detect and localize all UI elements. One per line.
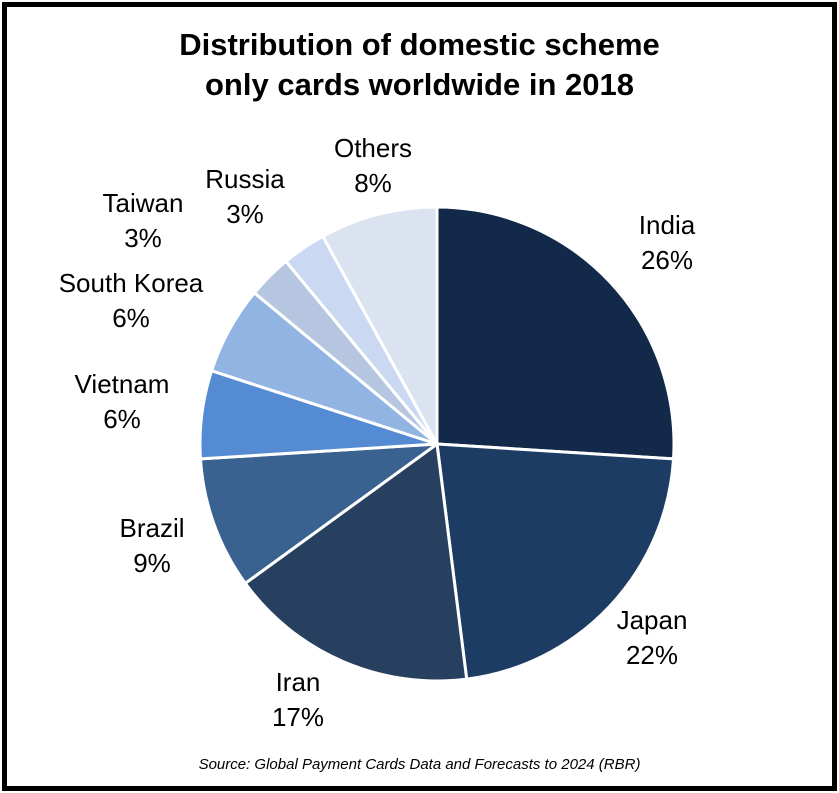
pie-label-russia: Russia 3%: [205, 162, 284, 232]
pie-label-percent: 22%: [625, 640, 679, 670]
pie-label-name: India: [638, 210, 696, 240]
pie-label-percent: 6%: [112, 303, 150, 333]
pie-slice-iran: [243, 442, 469, 683]
pie-label-percent: 3%: [226, 199, 264, 229]
pie-label-name: South Korea: [58, 268, 204, 298]
chart-title-line1: Distribution of domestic scheme: [179, 27, 660, 62]
pie-slice-brazil: [198, 442, 439, 585]
pie-label-percent: 3%: [124, 223, 162, 253]
pie-label-percent: 26%: [640, 245, 694, 275]
pie-label-name: Others: [333, 133, 413, 163]
pie-label-iran: Iran 17%: [272, 665, 324, 735]
pie-label-percent: 9%: [133, 548, 171, 578]
pie-slice-others: [321, 205, 439, 446]
pie-label-brazil: Brazil 9%: [119, 511, 184, 581]
pie-label-name: Taiwan: [102, 188, 184, 218]
pie-label-others: Others 8%: [334, 131, 412, 201]
pie-label-percent: 17%: [271, 702, 325, 732]
pie-label-name: Iran: [275, 667, 321, 697]
chart-title: Distribution of domestic scheme only car…: [0, 25, 839, 105]
pie-label-vietnam: Vietnam 6%: [75, 367, 170, 437]
pie-slice-india: [435, 205, 676, 461]
pie-slice-japan: [435, 442, 676, 681]
pie-label-name: Russia: [205, 164, 285, 194]
pie-label-south-korea: South Korea 6%: [59, 266, 204, 336]
source-note: Source: Global Payment Cards Data and Fo…: [198, 756, 641, 773]
pie-label-percent: 6%: [103, 404, 141, 434]
pie-label-japan: Japan 22%: [617, 603, 688, 673]
pie-label-name: Vietnam: [74, 369, 170, 399]
pie-label-taiwan: Taiwan 3%: [103, 186, 184, 256]
pie-label-india: India 26%: [639, 208, 695, 278]
chart-title-line2: only cards worldwide in 2018: [205, 67, 634, 102]
pie-label-percent: 8%: [354, 168, 392, 198]
pie-label-name: Japan: [616, 605, 688, 635]
pie-label-name: Brazil: [119, 513, 185, 543]
